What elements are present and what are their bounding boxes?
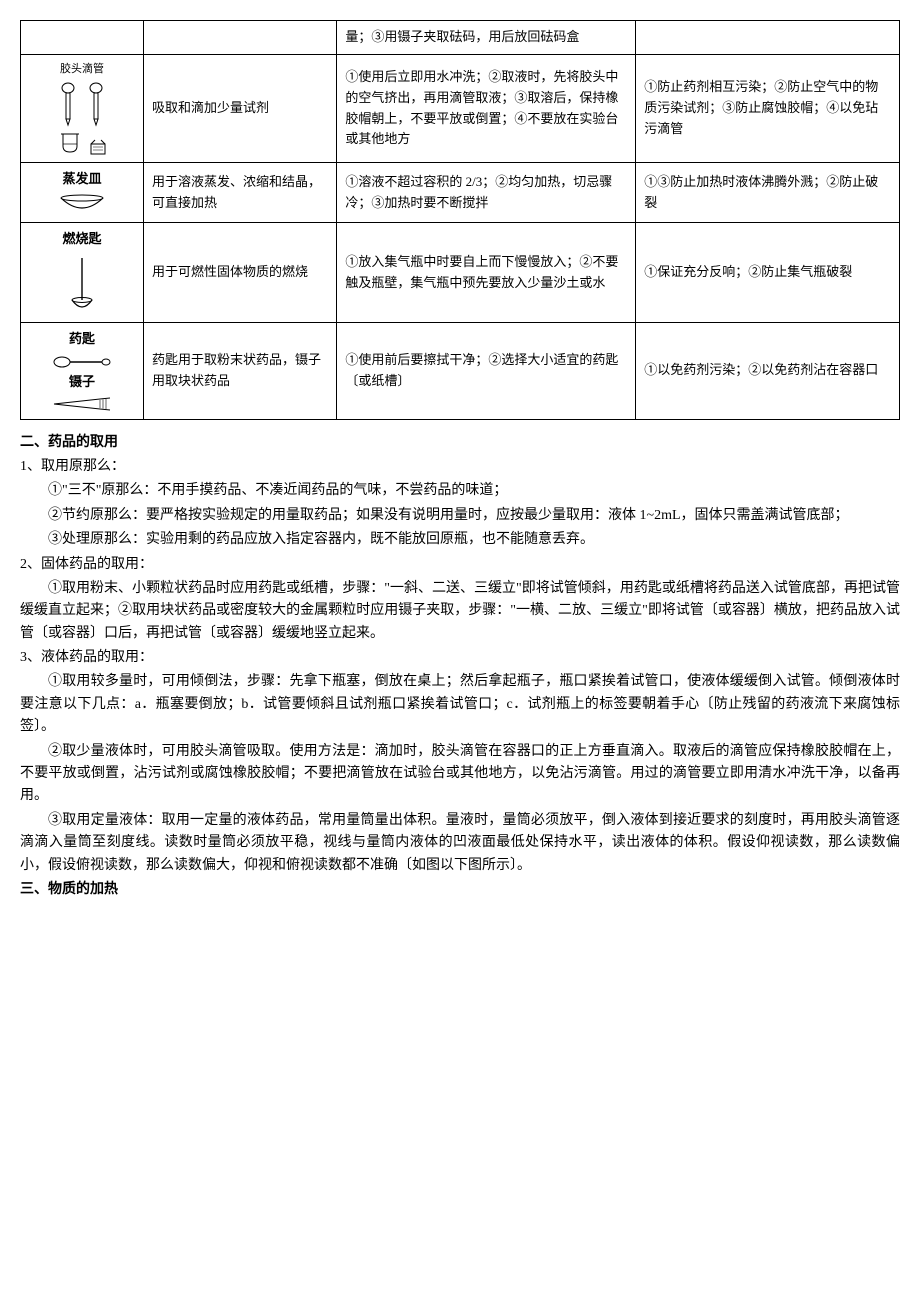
cell-item: 燃烧匙 <box>21 223 144 323</box>
item-label: 蒸发皿 <box>63 171 102 186</box>
cell-reason: ①以免药剂污染；②以免药剂沾在容器口 <box>636 322 900 419</box>
paragraph: 3、液体药品的取用： <box>20 647 900 669</box>
item-label: 燃烧匙 <box>63 231 102 246</box>
spatula-icon <box>29 352 135 372</box>
section-heading: 二、药品的取用 <box>20 432 900 454</box>
table-row: 量；③用镊子夹取砝码，用后放回砝码盒 <box>21 21 900 55</box>
body-text: 二、药品的取用 1、取用原那么： ①"三不"原那么：不用手摸药品、不凑近闻药品的… <box>20 432 900 902</box>
combustion-spoon-icon <box>29 256 135 316</box>
table-row: 蒸发皿 用于溶液蒸发、浓缩和结晶，可直接加热 ①溶液不超过容积的 2/3；②均匀… <box>21 163 900 223</box>
paragraph: ②节约原那么：要严格按实验规定的用量取药品；如果没有说明用量时，应按最少量取用：… <box>20 505 900 527</box>
beaker-icon <box>29 130 135 156</box>
paragraph: ③取用定量液体：取用一定量的液体药品，常用量筒量出体积。量液时，量筒必须放平，倒… <box>20 810 900 877</box>
paragraph: ①"三不"原那么：不用手摸药品、不凑近闻药品的气味，不尝药品的味道； <box>20 480 900 502</box>
cell-note: ①使用前后要擦拭干净；②选择大小适宜的药匙〔或纸槽〕 <box>337 322 636 419</box>
table-row: 药匙 镊子 药匙用于取粉末状药品，镊子用取块状药品 ①使用 <box>21 322 900 419</box>
paragraph: ②取少量液体时，可用胶头滴管吸取。使用方法是：滴加时，胶头滴管在容器口的正上方垂… <box>20 741 900 808</box>
paragraph: ③处理原那么：实验用剩的药品应放入指定容器内，既不能放回原瓶，也不能随意丢弃。 <box>20 529 900 551</box>
paragraph: 1、取用原那么： <box>20 456 900 478</box>
cell-note: 量；③用镊子夹取砝码，用后放回砝码盒 <box>337 21 636 55</box>
cell-item: 药匙 镊子 <box>21 322 144 419</box>
cell-reason: ①防止药剂相互污染；②防止空气中的物质污染试剂；③防止腐蚀胶帽；④以免玷污滴管 <box>636 54 900 163</box>
cell-use <box>144 21 337 55</box>
cell-use: 药匙用于取粉末状药品，镊子用取块状药品 <box>144 322 337 419</box>
item-label: 胶头滴管 <box>29 61 135 79</box>
table-row: 燃烧匙 用于可燃性固体物质的燃烧 ①放入集气瓶中时要自上而下慢慢放入；②不要触及… <box>21 223 900 323</box>
tweezers-icon <box>29 395 135 413</box>
cell-item: 胶头滴管 <box>21 54 144 163</box>
cell-use: 吸取和滴加少量试剂 <box>144 54 337 163</box>
cell-item <box>21 21 144 55</box>
cell-item: 蒸发皿 <box>21 163 144 223</box>
dropper-icon <box>29 82 135 128</box>
paragraph: ①取用粉末、小颗粒状药品时应用药匙或纸槽，步骤："一斜、二送、三缓立"即将试管倾… <box>20 578 900 645</box>
paragraph: ①取用较多量时，可用倾倒法，步骤：先拿下瓶塞，倒放在桌上；然后拿起瓶子，瓶口紧挨… <box>20 671 900 738</box>
section-heading: 三、物质的加热 <box>20 879 900 901</box>
table-row: 胶头滴管 <box>21 54 900 163</box>
cell-reason <box>636 21 900 55</box>
equipment-table: 量；③用镊子夹取砝码，用后放回砝码盒 胶头滴管 <box>20 20 900 420</box>
cell-note: ①放入集气瓶中时要自上而下慢慢放入；②不要触及瓶壁，集气瓶中预先要放入少量沙土或… <box>337 223 636 323</box>
paragraph: 2、固体药品的取用： <box>20 554 900 576</box>
item-sublabel: 镊子 <box>69 374 95 389</box>
cell-reason: ①保证充分反响；②防止集气瓶破裂 <box>636 223 900 323</box>
item-label: 药匙 <box>69 331 95 346</box>
cell-note: ①使用后立即用水冲洗；②取液时，先将胶头中的空气挤出，再用滴管取液；③取溶后，保… <box>337 54 636 163</box>
cell-use: 用于溶液蒸发、浓缩和结晶，可直接加热 <box>144 163 337 223</box>
evap-dish-icon <box>29 192 135 216</box>
cell-use: 用于可燃性固体物质的燃烧 <box>144 223 337 323</box>
cell-note: ①溶液不超过容积的 2/3；②均匀加热，切忌骤冷；③加热时要不断搅拌 <box>337 163 636 223</box>
cell-reason: ①③防止加热时液体沸腾外溅；②防止破裂 <box>636 163 900 223</box>
